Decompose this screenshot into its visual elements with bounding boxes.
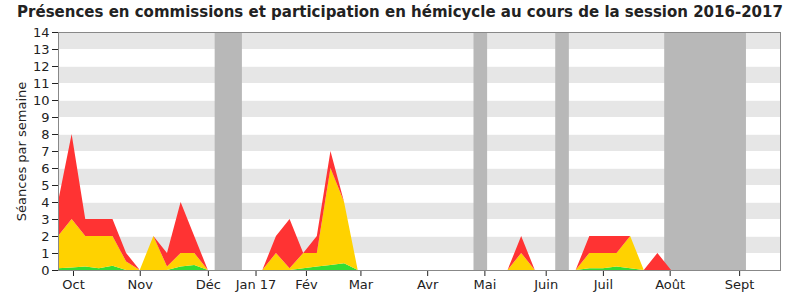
svg-text:Fév: Fév — [295, 277, 318, 292]
svg-text:Mar: Mar — [349, 277, 374, 292]
svg-text:Nov: Nov — [128, 277, 154, 292]
svg-text:10: 10 — [33, 93, 50, 108]
svg-text:4: 4 — [41, 195, 49, 210]
svg-text:Juil: Juil — [593, 277, 613, 292]
svg-text:6: 6 — [41, 161, 49, 176]
svg-text:Avr: Avr — [417, 277, 439, 292]
html-text:Présences en commissions et pa: Présences en commissions et participatio… — [17, 3, 783, 21]
svg-text:9: 9 — [41, 110, 49, 125]
svg-text:Mai: Mai — [473, 277, 496, 292]
svg-text:0: 0 — [41, 263, 49, 278]
svg-text:13: 13 — [33, 42, 50, 57]
svg-text:12: 12 — [33, 59, 50, 74]
svg-text:Août: Août — [655, 277, 685, 292]
svg-text:Oct: Oct — [62, 277, 84, 292]
svg-text:Séances par semaine: Séances par semaine — [14, 82, 29, 221]
svg-text:Juin: Juin — [533, 277, 558, 292]
svg-text:Sept: Sept — [725, 277, 755, 292]
svg-text:1: 1 — [41, 246, 49, 261]
svg-text:14: 14 — [33, 25, 50, 40]
svg-text:11: 11 — [33, 76, 50, 91]
svg-text:8: 8 — [41, 127, 49, 142]
svg-text:2: 2 — [41, 229, 49, 244]
svg-text:5: 5 — [41, 178, 49, 193]
svg-text:7: 7 — [41, 144, 49, 159]
svg-text:Déc: Déc — [196, 277, 221, 292]
svg-text:3: 3 — [41, 212, 49, 227]
svg-text:Jan 17: Jan 17 — [235, 277, 277, 292]
